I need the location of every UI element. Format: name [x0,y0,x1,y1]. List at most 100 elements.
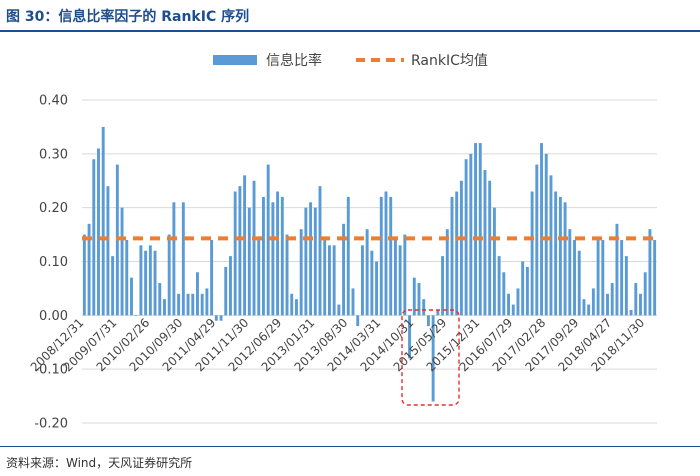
bar [261,196,265,316]
bar [205,288,209,316]
bar [629,309,633,316]
bar [153,250,157,316]
bar [120,207,124,316]
bar [210,239,214,316]
bar [478,143,482,316]
bar [125,239,129,316]
x-axis-ticks: 2008/12/312009/07/312010/02/262010/09/30… [28,316,648,375]
rankic-bar-chart: 信息比率 RankIC均值 0.40 0.30 0.20 0.10 0.00 -0.10 -… [28,52,657,432]
bar [422,299,426,316]
bar [318,186,322,316]
bar [653,239,657,316]
bar [379,196,383,316]
bar [346,196,350,316]
bar [365,229,369,316]
bar [577,250,581,316]
y-tick-label: -0.10 [34,363,68,378]
bar [525,266,529,316]
bar [445,229,449,316]
bar [389,196,393,316]
source-note: 资料来源：Wind，天风证券研究所 [6,456,193,470]
bar [243,175,247,316]
bar [163,299,166,316]
bar [148,245,152,316]
bar [266,164,270,316]
bar [648,229,652,316]
bar [294,299,298,316]
bar [558,196,562,316]
bar [196,272,199,316]
bar [459,180,463,316]
title-bar: 图 30：信息比率因子的 RankIC 序列 [0,0,700,32]
bar [200,293,204,316]
bar [573,239,576,316]
bar [144,250,148,316]
bar [181,202,185,316]
legend-label-mean: RankIC均值 [411,53,488,69]
bar [134,315,138,316]
y-tick-label: 0.40 [39,94,68,109]
bar [549,175,553,316]
bar [186,293,190,316]
bar [304,207,308,316]
bar [497,256,501,316]
bar [596,239,600,316]
bar [540,143,543,316]
bar [610,283,614,316]
bar [492,207,496,316]
bar [327,245,331,316]
y-tick-label: -0.20 [34,417,68,432]
bar [370,250,374,316]
bar [219,315,223,321]
bar [521,261,525,316]
bar [177,293,181,316]
bar [587,304,591,316]
bar [92,159,96,316]
bar [483,169,487,316]
highlight-box [401,309,460,406]
bar [238,186,242,316]
bar [87,223,91,316]
bar [252,180,256,316]
bar [417,283,421,316]
bar [393,239,397,316]
bar [488,180,492,316]
bar [130,277,133,316]
bar [332,245,336,316]
bar [464,159,468,316]
bar [172,202,176,316]
bar [601,239,605,316]
bar [106,186,110,316]
bar [398,245,402,316]
bar [290,293,294,316]
bar [441,256,445,316]
bar [431,315,435,402]
bar [639,293,642,316]
bar [620,239,624,316]
bar [111,256,115,316]
bar [191,293,195,316]
bar [82,234,86,316]
bar [643,272,647,316]
bar [351,288,355,316]
bar [469,153,473,316]
bar [535,164,539,316]
bar [591,288,595,316]
bar [214,315,218,321]
bar [247,207,251,316]
bar [271,202,275,316]
bar [309,202,313,316]
legend: 信息比率 RankIC均值 [213,52,488,69]
bar [97,148,100,316]
bar [530,191,534,316]
figure-title: 图 30：信息比率因子的 RankIC 序列 [6,9,250,25]
bar [511,304,515,316]
bar [474,143,477,316]
bar [167,234,171,316]
bar [139,245,143,316]
y-tick-label: 0.10 [39,255,68,270]
bar [375,261,379,316]
bar [606,293,609,316]
bar [615,223,619,316]
y-tick-label: 0.00 [39,309,68,324]
